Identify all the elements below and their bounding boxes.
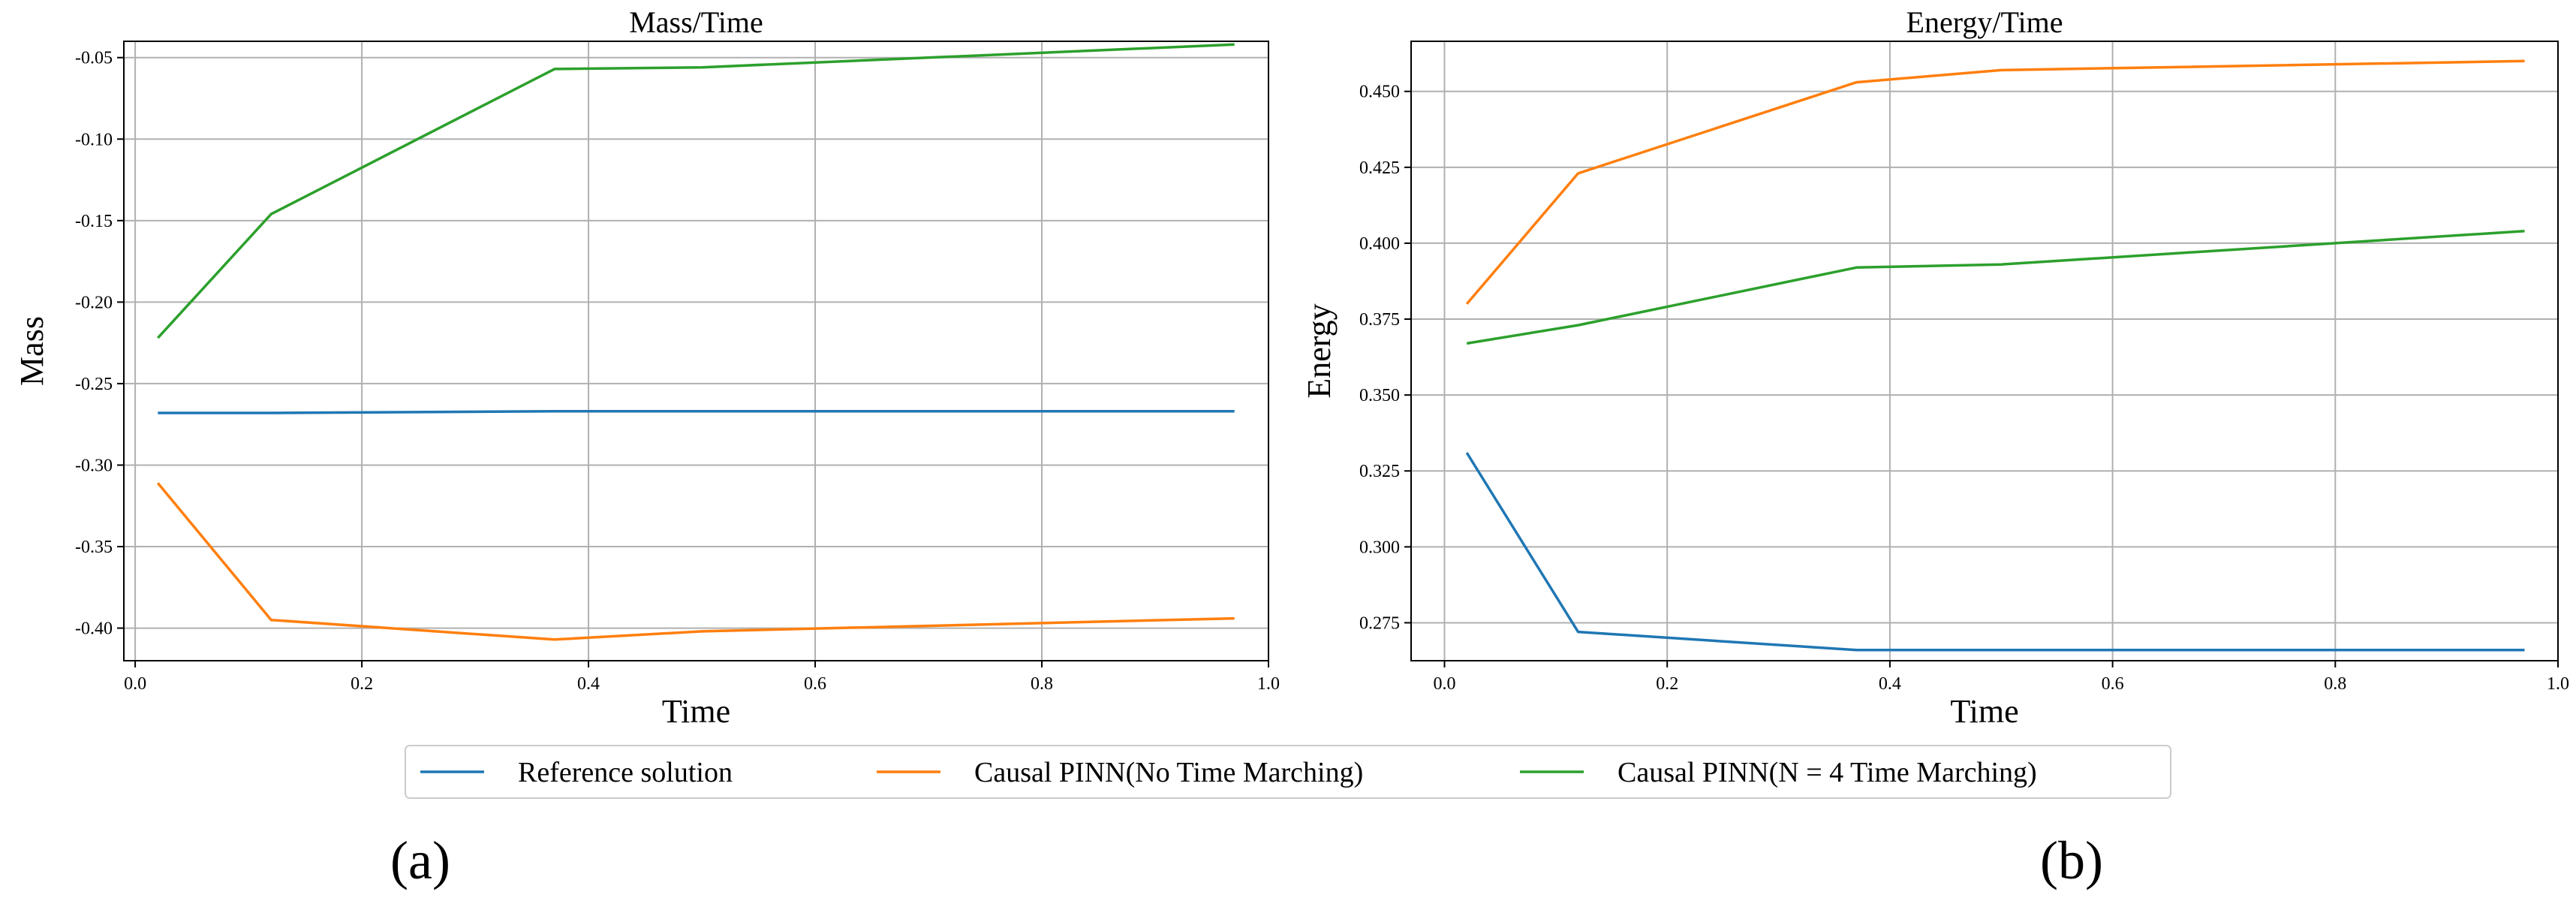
chart-panel-2: 0.0 0.2 0.4 0.6 0.8 1.0 0.275 0.300 0.325 0.350 0.… <box>1301 5 2569 890</box>
x-tick-label: 0.8 <box>1031 674 1053 694</box>
panel-label: (b) <box>2040 830 2103 890</box>
y-axis-label: Energy <box>1301 303 1338 398</box>
x-tick-label: 0.0 <box>1434 674 1456 694</box>
x-axis-label: Time <box>1950 693 2018 730</box>
y-tick-label: -0.25 <box>75 375 113 394</box>
legend-label-1: Reference solution <box>518 757 733 788</box>
y-tick-label: 0.400 <box>1359 234 1400 254</box>
x-axis-label: Time <box>662 693 730 730</box>
series-line-1 <box>1465 452 2525 652</box>
x-tick-label: 0.2 <box>351 674 373 694</box>
chart-title: Energy/Time <box>1906 5 2063 39</box>
y-tick-label: -0.10 <box>75 130 113 149</box>
y-tick-label: 0.325 <box>1359 462 1400 481</box>
x-tick-label: 0.0 <box>124 674 146 694</box>
y-tick-label: 0.375 <box>1359 310 1400 330</box>
x-tick-label: 0.8 <box>2324 674 2346 694</box>
chart-panel-1: 0.0 0.2 0.4 0.6 0.8 1.0 -0.40 -0.35 -0.30 -0.25 -0… <box>14 5 1280 890</box>
x-tick-label: 0.6 <box>2102 674 2124 694</box>
y-tick-label: -0.15 <box>75 212 113 231</box>
series-line-2 <box>1465 59 2525 305</box>
legend-label-2: Causal PINN(No Time Marching) <box>974 757 1363 788</box>
y-tick-label: -0.30 <box>75 456 113 475</box>
series-line-2 <box>156 482 1235 641</box>
chart-title: Mass/Time <box>629 5 763 39</box>
y-tick-label: 0.275 <box>1359 613 1400 633</box>
y-tick-label: -0.05 <box>75 49 113 68</box>
series-line-3 <box>1466 230 2525 345</box>
y-tick-label: 0.425 <box>1359 158 1400 178</box>
x-tick-label: 0.4 <box>1879 674 1901 694</box>
legend: Reference solution Causal PINN(No Time Ma… <box>405 745 2171 799</box>
axes-frame <box>1410 41 2559 661</box>
x-tick-label: 0.2 <box>1656 674 1678 694</box>
axes-frame <box>123 41 1269 661</box>
series-line-3 <box>157 43 1235 339</box>
x-tick-label: 1.0 <box>2547 674 2569 694</box>
x-tick-label: 0.4 <box>577 674 600 694</box>
y-tick-label: -0.40 <box>75 619 113 639</box>
y-tick-label: 0.450 <box>1359 83 1400 102</box>
y-tick-label: 0.350 <box>1359 386 1400 405</box>
x-tick-label: 0.6 <box>804 674 826 694</box>
legend-frame <box>405 745 2171 799</box>
y-tick-label: 0.300 <box>1359 538 1400 557</box>
panel-label: (a) <box>390 830 450 890</box>
x-tick-label: 1.0 <box>1257 674 1280 694</box>
y-tick-label: -0.35 <box>75 538 113 557</box>
legend-label-3: Causal PINN(N = 4 Time Marching) <box>1618 757 2037 788</box>
series-line-1 <box>158 410 1235 414</box>
y-axis-label: Mass <box>14 316 50 386</box>
y-tick-label: -0.20 <box>75 293 113 312</box>
